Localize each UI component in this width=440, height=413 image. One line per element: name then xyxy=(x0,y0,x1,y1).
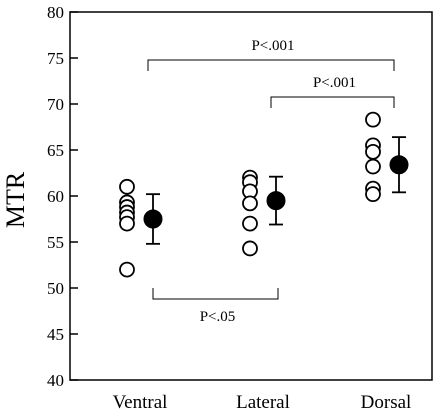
comparison-bracket xyxy=(270,96,395,108)
p-value-label: P<.05 xyxy=(200,309,236,325)
y-tick-label: 75 xyxy=(47,49,64,68)
y-axis-label: MTR xyxy=(1,171,30,228)
comparison-brackets: P<.001 P<.001 P<.05 xyxy=(147,38,395,325)
data-point xyxy=(242,215,258,232)
mean-markers xyxy=(143,136,409,245)
y-tick-label: 45 xyxy=(47,325,64,344)
p-value-label: P<.001 xyxy=(251,38,294,54)
y-tick-label: 40 xyxy=(47,371,64,390)
y-tick-label: 55 xyxy=(47,233,64,252)
y-tick-label: 80 xyxy=(47,3,64,22)
data-point xyxy=(119,261,135,278)
data-point xyxy=(365,111,381,128)
data-point xyxy=(365,186,381,203)
comparison-bracket xyxy=(152,288,279,300)
data-point xyxy=(365,143,381,160)
mean-marker xyxy=(389,155,409,175)
data-points xyxy=(119,111,381,278)
x-category-label: Lateral xyxy=(236,392,290,413)
x-category-label: Dorsal xyxy=(361,392,412,413)
mean-marker xyxy=(143,209,163,229)
data-point xyxy=(242,195,258,212)
comparison-bracket xyxy=(147,59,395,71)
y-tick-label: 65 xyxy=(47,141,64,160)
y-tick-label: 70 xyxy=(47,95,64,114)
y-tick-label: 60 xyxy=(47,187,64,206)
x-axis-categories: Ventral Lateral Dorsal xyxy=(113,392,412,413)
data-point xyxy=(119,178,135,195)
data-point xyxy=(365,158,381,175)
y-axis: 40 45 50 55 60 65 70 75 80 xyxy=(47,3,78,390)
p-value-label: P<.001 xyxy=(313,75,356,91)
data-point xyxy=(242,240,258,257)
x-category-label: Ventral xyxy=(113,392,168,413)
data-point xyxy=(119,215,135,232)
mean-marker xyxy=(266,191,286,211)
y-tick-label: 50 xyxy=(47,279,64,298)
